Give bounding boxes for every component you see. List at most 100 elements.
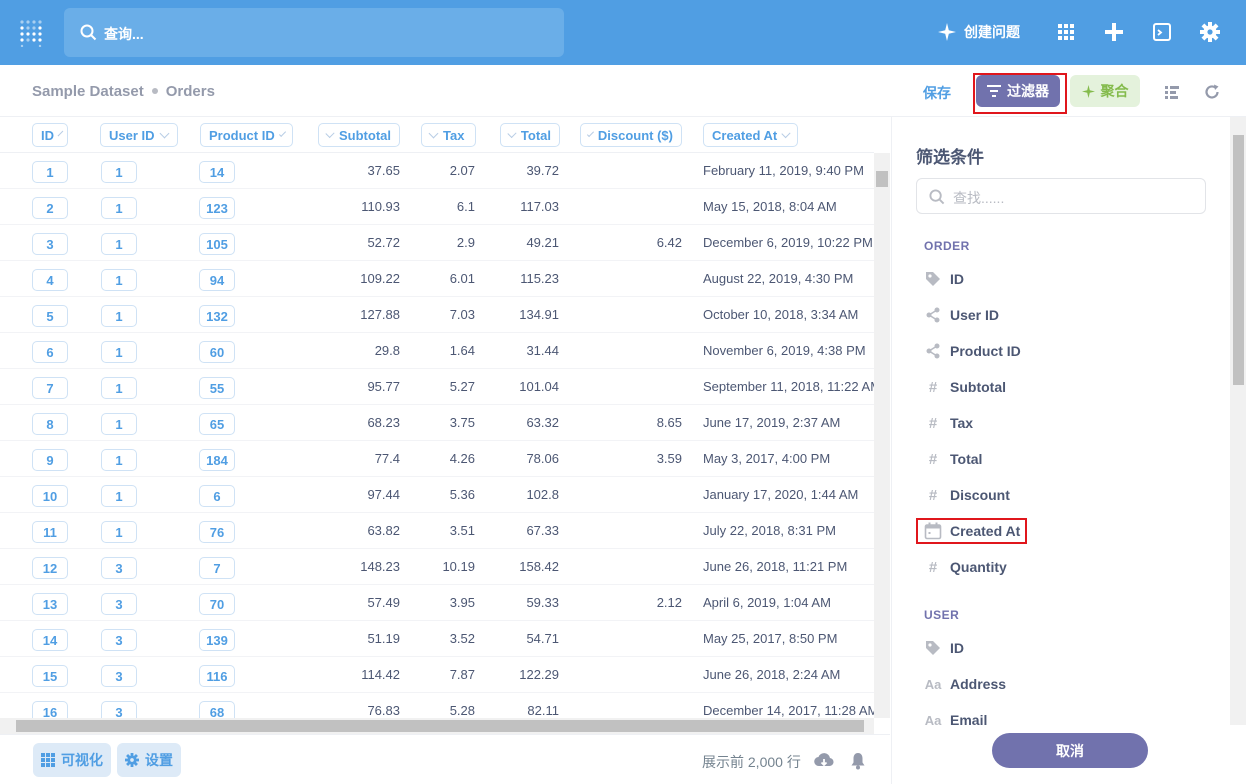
id-cell[interactable]: 8 [32, 413, 68, 435]
user-id-cell[interactable]: 3 [101, 557, 137, 579]
save-button[interactable]: 保存 [923, 85, 951, 101]
product-id-cell[interactable]: 94 [199, 269, 235, 291]
created-at-cell[interactable]: June 17, 2019, 2:37 AM [703, 415, 841, 430]
id-cell[interactable]: 13 [32, 593, 68, 615]
total-cell[interactable]: 134.91 [519, 307, 559, 322]
sql-editor-icon[interactable] [1152, 22, 1172, 42]
user-id-cell[interactable]: 1 [101, 341, 137, 363]
field-item-user-email[interactable]: Aa Email [924, 708, 988, 732]
tax-cell[interactable]: 1.64 [449, 343, 475, 358]
subtotal-cell[interactable]: 110.93 [361, 199, 400, 214]
breadcrumb-table[interactable]: Orders [165, 83, 215, 100]
total-cell[interactable]: 102.8 [526, 487, 559, 502]
bell-icon[interactable] [850, 752, 866, 770]
discount-cell[interactable]: 6.42 [656, 235, 682, 250]
column-header-user-id[interactable]: User ID [100, 123, 178, 147]
column-header-tax[interactable]: Tax [421, 123, 476, 147]
created-at-cell[interactable]: August 22, 2019, 4:30 PM [703, 271, 854, 286]
tax-cell[interactable]: 4.26 [449, 451, 475, 466]
product-id-cell[interactable]: 116 [199, 665, 235, 687]
product-id-cell[interactable]: 76 [199, 521, 235, 543]
tax-cell[interactable]: 7.03 [449, 307, 475, 322]
subtotal-cell[interactable]: 148.23 [360, 559, 400, 574]
subtotal-cell[interactable]: 68.23 [367, 415, 400, 430]
id-cell[interactable]: 11 [32, 521, 68, 543]
created-at-cell[interactable]: July 22, 2018, 8:31 PM [703, 523, 836, 538]
new-question-button[interactable]: 创建问题 [938, 22, 1020, 42]
id-cell[interactable]: 12 [32, 557, 68, 579]
total-cell[interactable]: 82.11 [527, 703, 559, 718]
subtotal-cell[interactable]: 29.8 [374, 343, 400, 358]
gear-icon[interactable] [1200, 22, 1220, 42]
subtotal-cell[interactable]: 63.82 [367, 523, 400, 538]
product-id-cell[interactable]: 65 [199, 413, 235, 435]
plus-icon[interactable] [1104, 22, 1124, 42]
product-id-cell[interactable]: 55 [199, 377, 235, 399]
field-item-user-address[interactable]: Aa Address [924, 672, 1006, 696]
table-horizontal-scrollbar[interactable] [0, 718, 874, 734]
product-id-cell[interactable]: 132 [199, 305, 235, 327]
total-cell[interactable]: 122.29 [519, 667, 559, 682]
created-at-cell[interactable]: January 17, 2020, 1:44 AM [703, 487, 859, 502]
field-item-order-created-at[interactable]: Created At [924, 519, 1020, 543]
subtotal-cell[interactable]: 37.65 [367, 163, 400, 178]
tax-cell[interactable]: 3.95 [449, 595, 475, 610]
filter-button[interactable]: 过滤器 [976, 75, 1060, 107]
id-cell[interactable]: 9 [32, 449, 68, 471]
field-item-user-id[interactable]: ID [924, 636, 964, 660]
field-item-order-subtotal[interactable]: # Subtotal [924, 375, 1006, 399]
id-cell[interactable]: 10 [32, 485, 68, 507]
total-cell[interactable]: 59.33 [526, 595, 559, 610]
field-item-order-id[interactable]: ID [924, 267, 964, 291]
tax-cell[interactable]: 7.87 [449, 667, 475, 682]
tax-cell[interactable]: 5.28 [449, 703, 475, 718]
subtotal-cell[interactable]: 95.77 [367, 379, 400, 394]
field-item-order-quantity[interactable]: # Quantity [924, 555, 1007, 579]
total-cell[interactable]: 101.04 [519, 379, 559, 394]
sidebar-scrollbar[interactable] [1230, 117, 1246, 725]
column-header-discount[interactable]: Discount ($) [580, 123, 682, 147]
column-header-total[interactable]: Total [500, 123, 560, 147]
product-id-cell[interactable]: 70 [199, 593, 235, 615]
total-cell[interactable]: 39.72 [526, 163, 559, 178]
columns-list-icon[interactable] [1163, 83, 1181, 101]
subtotal-cell[interactable]: 97.44 [367, 487, 400, 502]
user-id-cell[interactable]: 1 [101, 233, 137, 255]
subtotal-cell[interactable]: 76.83 [367, 703, 400, 718]
user-id-cell[interactable]: 3 [101, 665, 137, 687]
visualize-button[interactable]: 可视化 [33, 743, 111, 777]
id-cell[interactable]: 14 [32, 629, 68, 651]
scrollbar-thumb[interactable] [876, 171, 888, 187]
tax-cell[interactable]: 6.1 [456, 199, 475, 214]
tax-cell[interactable]: 5.36 [449, 487, 475, 502]
total-cell[interactable]: 49.21 [526, 235, 559, 250]
summarize-button[interactable]: 聚合 [1070, 75, 1140, 107]
user-id-cell[interactable]: 1 [101, 305, 137, 327]
search-input[interactable]: 查询... [64, 8, 564, 57]
id-cell[interactable]: 6 [32, 341, 68, 363]
refresh-icon[interactable] [1203, 83, 1221, 101]
product-id-cell[interactable]: 14 [199, 161, 235, 183]
tax-cell[interactable]: 6.01 [449, 271, 475, 286]
user-id-cell[interactable]: 1 [101, 377, 137, 399]
subtotal-cell[interactable]: 127.88 [360, 307, 400, 322]
user-id-cell[interactable]: 3 [101, 629, 137, 651]
column-header-id[interactable]: ID [32, 123, 68, 147]
id-cell[interactable]: 2 [32, 197, 68, 219]
created-at-cell[interactable]: October 10, 2018, 3:34 AM [703, 307, 859, 322]
user-id-cell[interactable]: 1 [101, 485, 137, 507]
cancel-button[interactable]: 取消 [992, 733, 1148, 768]
tax-cell[interactable]: 2.07 [449, 163, 475, 178]
id-cell[interactable]: 4 [32, 269, 68, 291]
field-item-order-discount[interactable]: # Discount [924, 483, 1010, 507]
total-cell[interactable]: 63.32 [526, 415, 559, 430]
product-id-cell[interactable]: 6 [199, 485, 235, 507]
created-at-cell[interactable]: June 26, 2018, 2:24 AM [703, 667, 841, 682]
created-at-cell[interactable]: May 25, 2017, 8:50 PM [703, 631, 838, 646]
subtotal-cell[interactable]: 109.22 [360, 271, 400, 286]
scrollbar-thumb[interactable] [1233, 135, 1244, 385]
product-id-cell[interactable]: 7 [199, 557, 235, 579]
field-item-order-total[interactable]: # Total [924, 447, 983, 471]
total-cell[interactable]: 117.03 [520, 199, 559, 214]
product-id-cell[interactable]: 139 [199, 629, 235, 651]
